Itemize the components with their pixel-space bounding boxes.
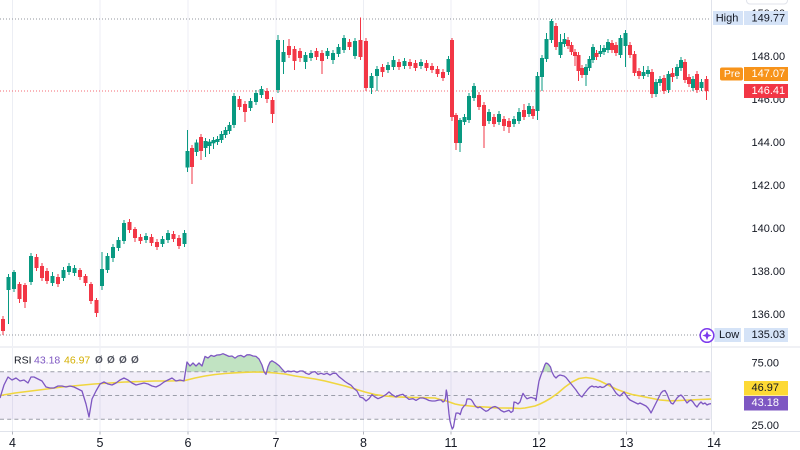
svg-text:46.97: 46.97 bbox=[64, 355, 90, 367]
svg-text:142.00: 142.00 bbox=[752, 180, 786, 192]
svg-text:75.00: 75.00 bbox=[752, 358, 780, 370]
svg-text:Ø: Ø bbox=[131, 355, 139, 366]
svg-text:13: 13 bbox=[620, 436, 634, 450]
svg-text:136.00: 136.00 bbox=[752, 309, 786, 321]
svg-text:6: 6 bbox=[185, 436, 192, 450]
svg-text:14: 14 bbox=[707, 436, 721, 450]
svg-text:Pre: Pre bbox=[724, 68, 741, 80]
svg-text:11: 11 bbox=[445, 436, 458, 450]
svg-text:Ø: Ø bbox=[107, 355, 115, 366]
svg-text:148.00: 148.00 bbox=[752, 51, 786, 63]
svg-text:5: 5 bbox=[97, 436, 104, 450]
svg-text:140.00: 140.00 bbox=[752, 223, 786, 235]
svg-text:43.18: 43.18 bbox=[752, 397, 780, 409]
svg-text:146.41: 146.41 bbox=[752, 85, 786, 97]
svg-text:Ø: Ø bbox=[95, 355, 103, 366]
svg-text:149.77: 149.77 bbox=[752, 13, 786, 25]
svg-text:144.00: 144.00 bbox=[752, 137, 786, 149]
svg-text:138.00: 138.00 bbox=[752, 266, 786, 278]
svg-text:Ø: Ø bbox=[119, 355, 127, 366]
svg-text:147.07: 147.07 bbox=[752, 68, 786, 80]
svg-text:Low: Low bbox=[719, 329, 739, 341]
svg-text:High: High bbox=[716, 13, 739, 25]
svg-text:RSI: RSI bbox=[14, 355, 32, 367]
svg-text:12: 12 bbox=[532, 436, 546, 450]
svg-text:135.03: 135.03 bbox=[752, 329, 786, 341]
svg-text:4: 4 bbox=[9, 436, 16, 450]
svg-text:7: 7 bbox=[273, 436, 280, 450]
svg-text:43.18: 43.18 bbox=[34, 355, 60, 367]
svg-text:8: 8 bbox=[360, 436, 367, 450]
svg-text:25.00: 25.00 bbox=[752, 420, 780, 432]
svg-text:46.97: 46.97 bbox=[752, 382, 780, 394]
